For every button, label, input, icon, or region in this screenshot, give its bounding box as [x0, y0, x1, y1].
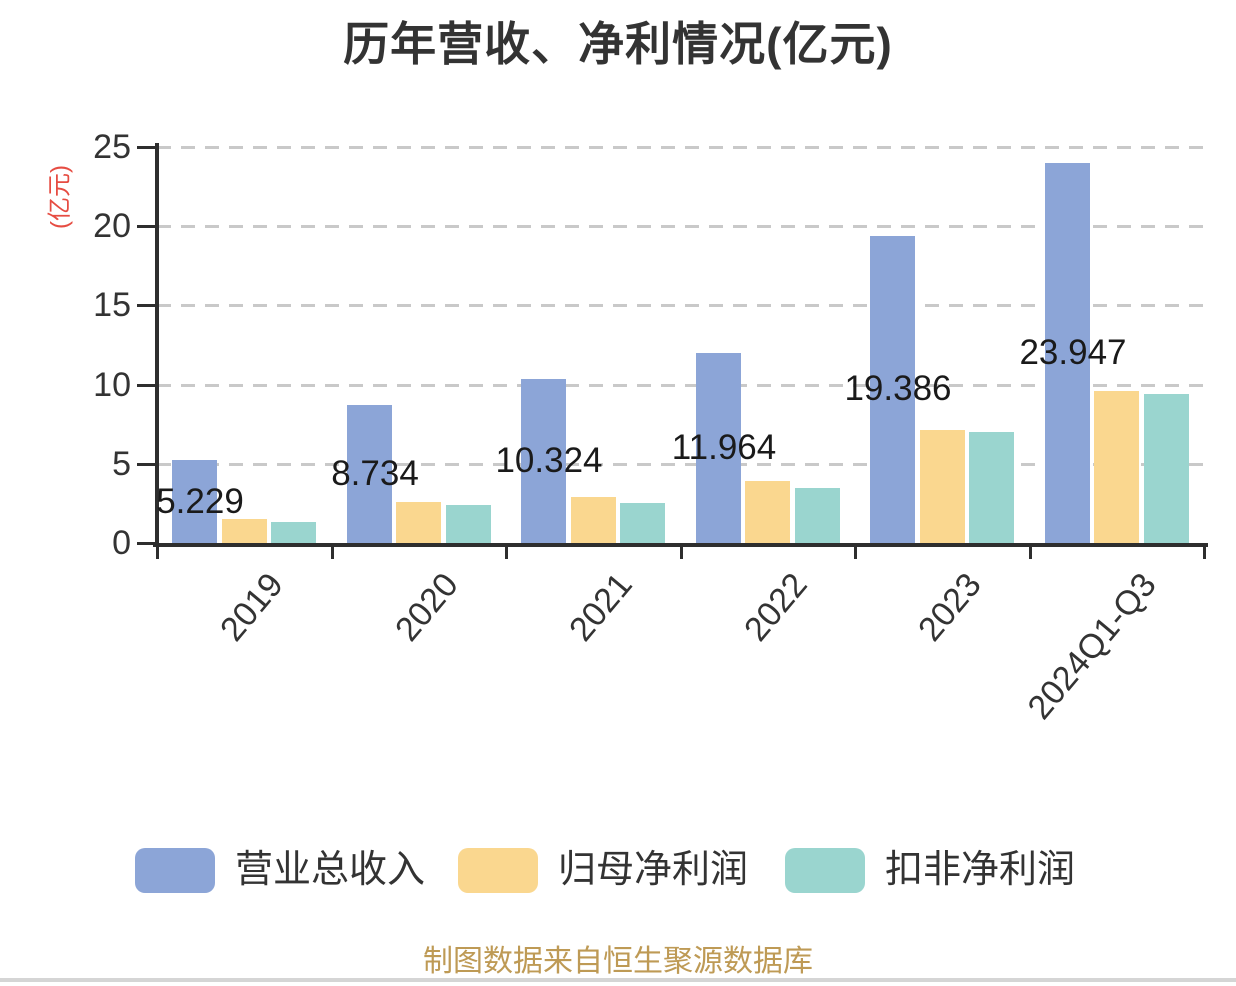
legend-label-deducted-net-profit: 扣非净利润	[885, 849, 1076, 891]
y-axis-tick-10	[137, 384, 155, 387]
x-axis-tick-2	[505, 543, 508, 559]
bottom-divider	[0, 978, 1236, 982]
x-axis-label-2021: 2021	[562, 566, 641, 649]
chart-title: 历年营收、净利情况(亿元)	[343, 18, 893, 70]
x-axis-tick-1	[331, 543, 334, 559]
x-axis-label-2023: 2023	[911, 566, 990, 649]
x-axis-tick-4	[854, 543, 857, 559]
legend-label-revenue: 营业总收入	[235, 849, 426, 891]
legend-item-revenue[interactable]: 营业总收入	[135, 848, 425, 893]
y-axis-tick-5	[137, 463, 155, 466]
y-axis-label-25: 25	[93, 128, 131, 166]
x-axis-label-2024Q1-Q3: 2024Q1-Q3	[1020, 566, 1165, 727]
bar-deducted-net-profit-2022	[795, 488, 840, 543]
legend-item-net-profit[interactable]: 归母净利润	[458, 848, 748, 893]
gridline-20	[157, 225, 1204, 228]
legend-swatch-net-profit	[458, 848, 538, 893]
gridline-5	[157, 463, 1204, 466]
y-axis-tick-15	[137, 304, 155, 307]
bar-deducted-net-profit-2019	[271, 522, 316, 543]
y-axis-label-20: 20	[93, 207, 131, 245]
bar-revenue-2019	[172, 460, 217, 543]
bar-deducted-net-profit-2021	[620, 503, 665, 543]
value-label-2024Q1-Q3: 23.947	[1019, 333, 1127, 372]
value-label-2021: 10.324	[495, 441, 603, 480]
value-label-2022: 11.964	[671, 428, 777, 467]
x-axis-tick-6	[1203, 543, 1206, 559]
bar-revenue-2020	[347, 405, 392, 543]
legend-item-deducted-net-profit[interactable]: 扣非净利润	[785, 848, 1075, 893]
bar-net-profit-2022	[745, 481, 790, 543]
bar-net-profit-2023	[920, 430, 965, 543]
bar-net-profit-2021	[571, 497, 616, 543]
gridline-10	[157, 384, 1204, 387]
legend-swatch-deducted-net-profit	[785, 848, 865, 893]
y-axis-label-0: 0	[112, 524, 131, 562]
value-label-2023: 19.386	[844, 369, 952, 408]
x-axis-label-2020: 2020	[388, 566, 467, 649]
y-axis-tick-0	[137, 542, 155, 545]
value-label-2020: 8.734	[331, 454, 419, 493]
x-axis-label-2022: 2022	[737, 566, 816, 649]
bar-revenue-2022	[696, 353, 741, 543]
y-axis-label-15: 15	[93, 286, 131, 324]
data-source-note: 制图数据来自恒生聚源数据库	[423, 945, 813, 978]
bar-net-profit-2024Q1-Q3	[1094, 391, 1139, 543]
bar-revenue-2023	[870, 236, 915, 543]
legend-label-net-profit: 归母净利润	[558, 849, 749, 891]
x-axis-tick-5	[1029, 543, 1032, 559]
x-axis-tick-0	[156, 543, 159, 559]
x-axis-tick-3	[680, 543, 683, 559]
legend-swatch-revenue	[135, 848, 215, 893]
bar-net-profit-2019	[222, 519, 267, 543]
y-axis-label-10: 10	[93, 366, 131, 404]
bar-deducted-net-profit-2024Q1-Q3	[1144, 394, 1189, 543]
gridline-15	[157, 304, 1204, 307]
bar-deducted-net-profit-2023	[969, 432, 1014, 543]
value-label-2019: 5.229	[156, 482, 244, 521]
bar-deducted-net-profit-2020	[446, 505, 491, 543]
gridline-25	[157, 146, 1204, 149]
y-axis-tick-20	[137, 225, 155, 228]
x-axis-label-2019: 2019	[213, 566, 292, 649]
bar-revenue-2021	[521, 379, 566, 543]
bar-revenue-2024Q1-Q3	[1045, 163, 1090, 543]
legend: 营业总收入 归母净利润 扣非净利润	[0, 848, 1236, 894]
y-axis-tick-25	[137, 146, 155, 149]
bar-net-profit-2020	[396, 502, 441, 543]
y-axis-line	[155, 143, 159, 547]
y-axis-label-5: 5	[112, 445, 131, 483]
